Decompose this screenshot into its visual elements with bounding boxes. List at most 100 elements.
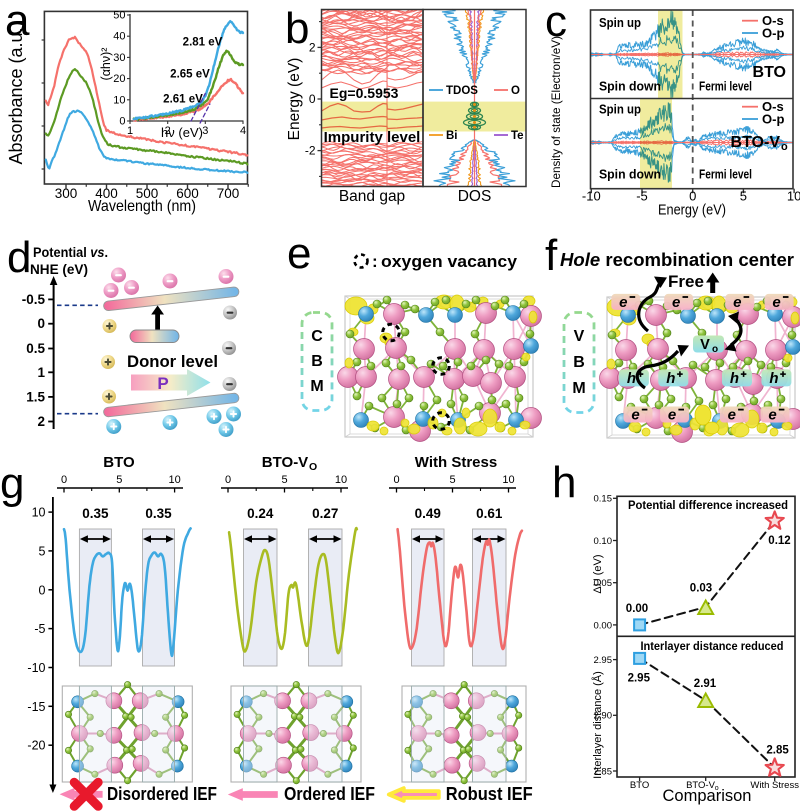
- svg-text:10: 10: [787, 189, 800, 204]
- svg-text:B: B: [573, 354, 585, 371]
- svg-text:M: M: [572, 380, 585, 397]
- svg-text:10: 10: [32, 506, 46, 520]
- svg-text:e: e: [672, 294, 680, 311]
- svg-text:0: 0: [689, 189, 696, 204]
- svg-text:a: a: [5, 0, 30, 45]
- svg-text:1.5: 1.5: [26, 389, 45, 404]
- svg-text:10: 10: [335, 474, 347, 486]
- svg-text:4: 4: [240, 125, 246, 137]
- svg-text:Density of state (Electron/eV): Density of state (Electron/eV): [549, 36, 563, 188]
- svg-text:10: 10: [168, 474, 180, 486]
- svg-text:0.03: 0.03: [690, 583, 712, 595]
- svg-text:d: d: [7, 233, 31, 282]
- svg-text:50: 50: [113, 10, 125, 22]
- svg-text:BTO-V: BTO-V: [731, 134, 781, 151]
- svg-text:e: e: [768, 407, 776, 424]
- svg-text:40: 40: [113, 31, 125, 43]
- svg-text:Comparison: Comparison: [663, 787, 752, 805]
- svg-text:e: e: [287, 229, 311, 278]
- svg-text:h: h: [627, 370, 636, 387]
- svg-text:Eg=0.5953: Eg=0.5953: [330, 85, 399, 101]
- svg-text:V: V: [700, 337, 710, 353]
- svg-text:M: M: [310, 378, 323, 395]
- svg-text:Energy (eV): Energy (eV): [658, 203, 726, 219]
- svg-text:0.49: 0.49: [415, 506, 441, 521]
- svg-text:hν (eV): hν (eV): [161, 125, 203, 140]
- svg-text:3: 3: [202, 125, 208, 137]
- svg-text:BTO: BTO: [103, 454, 135, 471]
- svg-text:h: h: [552, 458, 576, 507]
- svg-text:B: B: [311, 353, 323, 370]
- svg-text:O: O: [511, 85, 520, 97]
- svg-text:e: e: [668, 407, 676, 424]
- svg-text:0.00: 0.00: [626, 603, 648, 615]
- svg-text:0.27: 0.27: [312, 506, 338, 521]
- svg-text:2.61 eV: 2.61 eV: [163, 94, 203, 106]
- svg-text:0.5: 0.5: [26, 341, 45, 356]
- svg-text:b: b: [285, 4, 309, 53]
- svg-text:DOS: DOS: [458, 188, 492, 205]
- svg-text:5: 5: [281, 474, 287, 486]
- svg-text:-10: -10: [27, 661, 45, 675]
- svg-text:BTO: BTO: [753, 64, 786, 81]
- svg-text:C: C: [311, 328, 323, 345]
- svg-text:2.95: 2.95: [628, 673, 651, 685]
- svg-text:5: 5: [39, 544, 46, 558]
- svg-text:5: 5: [740, 189, 747, 204]
- svg-text:O-p: O-p: [762, 112, 784, 127]
- svg-text:0.05: 0.05: [594, 578, 613, 589]
- svg-text:Band gap: Band gap: [339, 188, 405, 205]
- svg-text:O: O: [309, 461, 317, 473]
- svg-text:0: 0: [37, 316, 45, 331]
- svg-text:O-s: O-s: [762, 13, 784, 28]
- svg-text:Disordered IEF: Disordered IEF: [107, 784, 217, 804]
- svg-text:oxygen vacancy: oxygen vacancy: [381, 253, 518, 271]
- svg-text:Bi: Bi: [446, 130, 458, 142]
- svg-text:o: o: [712, 344, 718, 355]
- svg-text:o: o: [781, 141, 788, 153]
- svg-text:o: o: [715, 785, 719, 792]
- svg-text:Free: Free: [668, 272, 704, 291]
- svg-text:Wavelength (nm): Wavelength (nm): [88, 198, 196, 215]
- svg-text:2.65 eV: 2.65 eV: [170, 69, 210, 81]
- svg-text:Spin up: Spin up: [599, 102, 641, 117]
- svg-text:0: 0: [225, 474, 231, 486]
- svg-text:2.85: 2.85: [766, 745, 789, 757]
- svg-text:0: 0: [393, 474, 399, 486]
- svg-text:0.35: 0.35: [82, 506, 109, 521]
- svg-text:e: e: [728, 407, 736, 424]
- svg-text:30: 30: [113, 52, 125, 64]
- svg-text:BTO-V: BTO-V: [262, 454, 308, 471]
- svg-text:500: 500: [136, 186, 159, 201]
- svg-text:10: 10: [113, 94, 125, 106]
- svg-text:2.91: 2.91: [694, 678, 717, 690]
- svg-text:Robust IEF: Robust IEF: [446, 784, 533, 804]
- svg-text:NHE (eV): NHE (eV): [30, 262, 88, 277]
- svg-text:5: 5: [116, 474, 122, 486]
- svg-text::: :: [372, 252, 378, 271]
- svg-text:Donor level: Donor level: [127, 353, 218, 371]
- svg-text:e: e: [772, 294, 780, 311]
- svg-text:Interlayer distance reduced: Interlayer distance reduced: [641, 639, 784, 653]
- svg-text:Potential vs.: Potential vs.: [33, 245, 108, 260]
- svg-text:e: e: [631, 407, 639, 424]
- svg-text:2.85: 2.85: [594, 766, 613, 777]
- svg-text:With Stress: With Stress: [750, 780, 799, 791]
- svg-text:e: e: [619, 294, 627, 311]
- svg-text:Potential difference increased: Potential difference increased: [628, 498, 788, 512]
- svg-text:0.12: 0.12: [768, 535, 790, 547]
- svg-text:-5: -5: [34, 622, 45, 636]
- svg-text:g: g: [0, 459, 24, 508]
- svg-text:O-p: O-p: [762, 26, 784, 41]
- svg-text:2: 2: [37, 414, 45, 429]
- svg-text:e: e: [733, 294, 741, 311]
- svg-text:300: 300: [55, 186, 78, 201]
- svg-text:ΔU (eV): ΔU (eV): [592, 554, 604, 593]
- svg-text:2.95: 2.95: [594, 655, 613, 666]
- svg-text:0.61: 0.61: [476, 506, 503, 521]
- svg-text:20: 20: [113, 73, 125, 85]
- svg-text:1: 1: [37, 365, 45, 380]
- svg-text:Spin up: Spin up: [599, 15, 641, 30]
- svg-text:0.00: 0.00: [594, 620, 613, 631]
- svg-text:Fermi level: Fermi level: [699, 167, 752, 182]
